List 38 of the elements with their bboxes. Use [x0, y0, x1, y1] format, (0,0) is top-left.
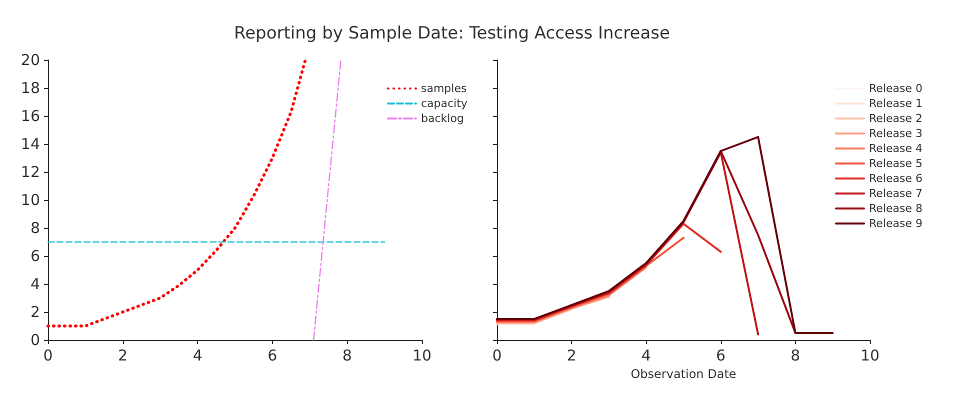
x-tick-label: 10: [860, 346, 880, 364]
legend-label: Release 4: [869, 142, 922, 155]
legend-label: backlog: [421, 112, 464, 125]
x-tick-label: 6: [716, 346, 726, 364]
y-tick-label: 4: [30, 275, 40, 293]
x-axis-title: Observation Date: [630, 367, 736, 381]
y-tick-label: 20: [20, 51, 40, 69]
x-tick-label: 2: [566, 346, 576, 364]
legend-label: capacity: [421, 97, 468, 110]
legend-label: Release 7: [869, 187, 922, 200]
y-tick-label: 16: [20, 107, 40, 125]
legend-label: Release 0: [869, 82, 922, 95]
y-tick-label: 8: [30, 219, 40, 237]
y-tick-label: 10: [20, 191, 40, 209]
y-tick-label: 6: [30, 247, 40, 265]
legend-label: Release 3: [869, 127, 922, 140]
y-tick-label: 18: [20, 79, 40, 97]
legend-label: Release 5: [869, 157, 922, 170]
legend-label: Release 8: [869, 202, 922, 215]
x-tick-label: 2: [118, 346, 128, 364]
x-tick-label: 8: [342, 346, 352, 364]
legend-label: Release 2: [869, 112, 922, 125]
legend-label: Release 9: [869, 217, 922, 230]
x-tick-label: 4: [192, 346, 202, 364]
legend-label: Release 1: [869, 97, 922, 110]
x-tick-label: 10: [412, 346, 432, 364]
x-tick-label: 0: [43, 346, 53, 364]
y-tick-label: 2: [30, 303, 40, 321]
x-tick-label: 0: [492, 346, 502, 364]
x-tick-label: 4: [641, 346, 651, 364]
legend-label: samples: [421, 82, 467, 95]
legend-label: Release 6: [869, 172, 922, 185]
y-tick-label: 14: [20, 135, 40, 153]
y-tick-label: 12: [20, 163, 40, 181]
y-tick-label: 0: [30, 331, 40, 349]
chart-title: Reporting by Sample Date: Testing Access Increase: [234, 24, 670, 44]
x-tick-label: 8: [790, 346, 800, 364]
x-tick-label: 6: [268, 346, 278, 364]
